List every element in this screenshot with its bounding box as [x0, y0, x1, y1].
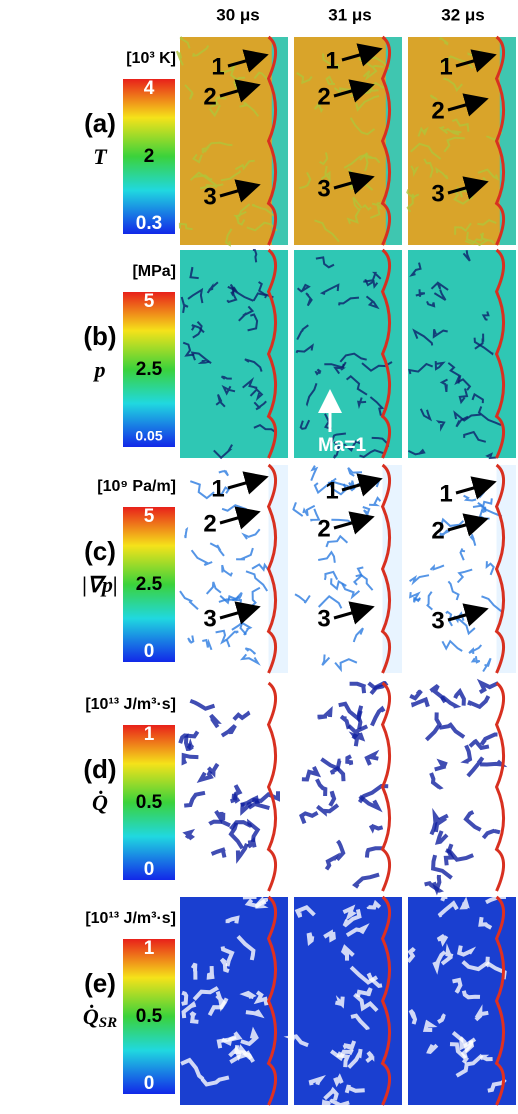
annotation-label: 3	[317, 605, 330, 632]
flow-structure	[187, 832, 192, 839]
panel-label: (d)	[83, 754, 116, 784]
flow-structure	[188, 745, 193, 749]
flow-structure	[481, 1057, 493, 1059]
simulation-image	[180, 683, 288, 891]
panel-label: (a)	[84, 108, 116, 138]
simulation-image	[177, 37, 288, 245]
symbol: |∇p|	[82, 572, 117, 597]
simulation-image	[408, 250, 516, 458]
panel-label: (e)	[84, 968, 116, 998]
annotation-label: 1	[325, 47, 338, 74]
annotation-label: 3	[317, 175, 330, 202]
annotation-label: 1	[211, 53, 224, 80]
colorbar-tick-label: 0	[144, 641, 155, 662]
symbol-main: p	[93, 357, 106, 382]
flow-structure	[322, 1102, 330, 1105]
colorbar-tick-label: 0	[144, 859, 155, 880]
simulation-image	[180, 250, 288, 458]
units-label: [10¹³ J/m³·s]	[85, 910, 176, 927]
annotation-label: 2	[317, 515, 330, 542]
symbol-sub: SR	[99, 1015, 117, 1031]
annotation-label: 3	[203, 605, 216, 632]
flow-structure	[309, 934, 313, 942]
simulation-image	[293, 465, 402, 673]
panel-label: (b)	[83, 321, 116, 351]
flow-structure	[371, 825, 383, 828]
panel-label: (c)	[84, 536, 116, 566]
colorbar-tick-label: 5	[144, 291, 155, 312]
annotation-label: 2	[203, 83, 216, 110]
symbol-main: Q̇	[83, 1004, 99, 1029]
flow-structure	[245, 993, 253, 997]
note-label: Ma=1	[318, 435, 366, 456]
colorbar-tick-label: 1	[144, 938, 155, 959]
annotation-label: 3	[431, 607, 444, 634]
colorbar-tick-label: 4	[144, 78, 155, 99]
simulation-image	[294, 37, 402, 245]
annotation-label: 3	[203, 183, 216, 210]
annotation-label: 1	[211, 475, 224, 502]
simulation-image	[408, 465, 516, 673]
simulation-image	[407, 37, 516, 245]
simulation-image	[180, 897, 288, 1105]
flow-structure	[335, 1077, 342, 1083]
simulation-image	[408, 897, 516, 1105]
symbol-main: Q̇	[92, 790, 108, 815]
colorbar-tick-label: 0.5	[136, 792, 163, 813]
flow-structure	[438, 936, 447, 942]
colorbar-tick-label: 2	[144, 146, 155, 167]
annotation-label: 2	[431, 97, 444, 124]
colorbar-tick-label: 0.05	[135, 428, 162, 444]
annotation-label: 3	[431, 180, 444, 207]
flow-structure	[248, 840, 254, 847]
annotation-label: 1	[439, 53, 452, 80]
symbol: p	[93, 357, 106, 382]
annotation-label: 2	[317, 83, 330, 110]
simulation-image	[291, 897, 402, 1105]
units-label: [10⁹ Pa/m]	[97, 478, 176, 495]
colorbar-tick-label: 2.5	[136, 574, 163, 595]
units-label: [10³ K]	[126, 50, 176, 67]
annotation-label: 2	[431, 517, 444, 544]
annotation-label: 2	[203, 510, 216, 537]
units-label: [10¹³ J/m³·s]	[85, 696, 176, 713]
simulation-image	[294, 683, 402, 891]
column-header: 32 μs	[441, 5, 485, 24]
column-header: 30 μs	[216, 5, 260, 24]
annotation-label: 1	[439, 480, 452, 507]
units-label: [MPa]	[132, 263, 176, 280]
symbol-main: |∇p|	[82, 572, 117, 597]
symbol: T	[93, 144, 108, 169]
flow-structure	[426, 1023, 433, 1030]
simulation-image	[294, 250, 402, 458]
colorbar-tick-label: 0.5	[136, 1006, 163, 1027]
flow-structure	[246, 1010, 260, 1015]
symbol-main: T	[93, 144, 108, 169]
colorbar-tick-label: 1	[144, 724, 155, 745]
colorbar-tick-label: 0	[144, 1073, 155, 1094]
flow-structure	[462, 902, 468, 908]
annotation-label: 1	[325, 477, 338, 504]
colorbar-tick-label: 2.5	[136, 359, 163, 380]
colorbar-tick-label: 5	[144, 506, 155, 527]
symbol: Q̇	[92, 790, 108, 815]
colorbar-tick-label: 0.3	[136, 213, 162, 234]
simulation-image	[180, 465, 288, 673]
symbol: Q̇SR	[83, 1004, 117, 1031]
simulation-image	[408, 683, 516, 891]
column-header: 31 μs	[328, 5, 372, 24]
